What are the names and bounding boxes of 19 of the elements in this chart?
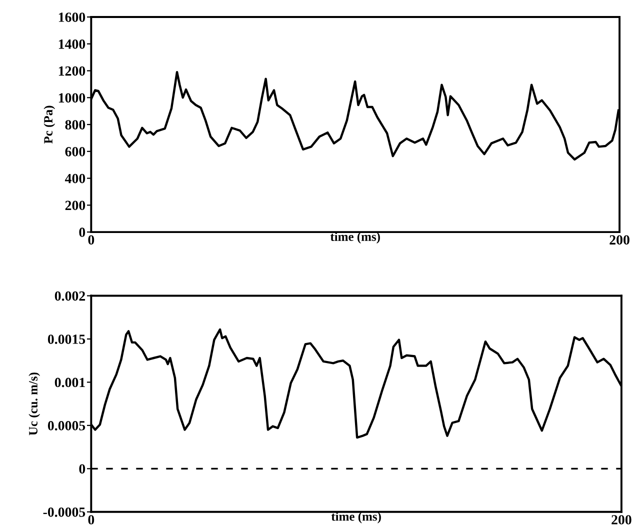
x-axis-title: time (ms)	[330, 232, 380, 244]
y-axis-title: Uc (cu. m/s)	[28, 372, 40, 436]
y-tick-label: 600	[65, 146, 86, 156]
y-tick-label: 0.0005	[48, 421, 86, 430]
y-tick-label: 0.001	[54, 378, 85, 388]
y-tick-label: 800	[65, 120, 86, 130]
y-tick-label: 1600	[58, 12, 86, 22]
y-tick-label: 1200	[58, 66, 86, 76]
y-tick-label: 1400	[58, 39, 86, 49]
y-tick-label: 0.0015	[48, 334, 86, 344]
y-tick-label: 200	[65, 200, 86, 210]
y-tick-label: 400	[64, 174, 86, 184]
y-tick-label: -0.0005	[43, 507, 86, 517]
x-axis-title: time (ms)	[331, 512, 381, 524]
y-tick-label: 0	[79, 464, 86, 474]
y-tick-label: 0	[79, 228, 86, 238]
y-axis-title: Pc (Pa)	[44, 106, 56, 144]
y-tick-label: 1000	[58, 93, 86, 103]
y-tick-label: 0.002	[54, 291, 86, 301]
